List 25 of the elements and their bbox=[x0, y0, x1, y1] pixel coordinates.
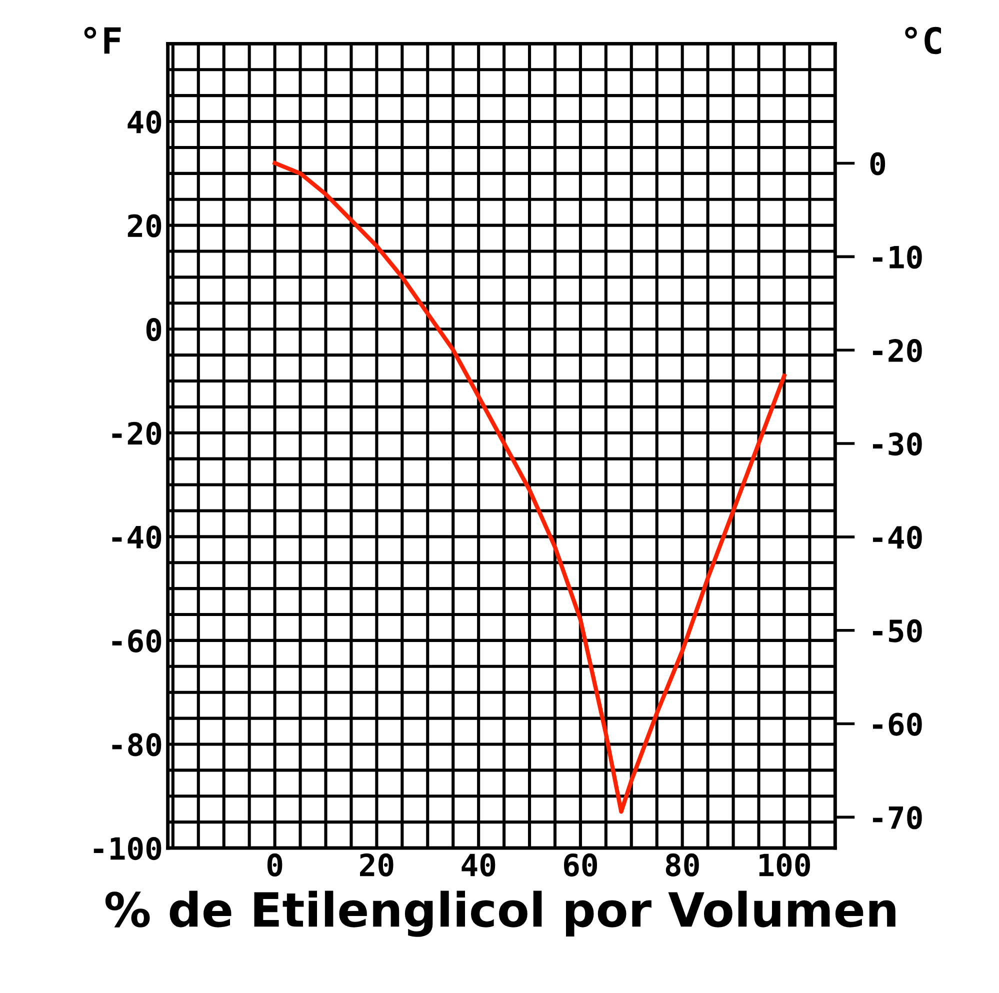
x-tick-label: 20 bbox=[360, 853, 394, 877]
y-tick-label: -40 bbox=[112, 526, 162, 549]
y2-tick-label: -20 bbox=[872, 339, 922, 362]
y2-axis-title: °C bbox=[905, 26, 941, 54]
y-tick-label: -60 bbox=[112, 629, 162, 653]
y-tick-label: -100 bbox=[94, 836, 162, 860]
x-tick-label: 100 bbox=[759, 853, 810, 877]
y2-tick-label: -70 bbox=[872, 806, 922, 830]
y2-tick-label: -40 bbox=[872, 526, 922, 549]
y-tick-label: -20 bbox=[112, 422, 162, 445]
x-axis-title: % de Etilenglicol por Volumen bbox=[105, 890, 896, 937]
y2-tick-label: -10 bbox=[872, 246, 922, 269]
y-tick-label: 0 bbox=[146, 318, 162, 342]
x-tick-label: 80 bbox=[666, 853, 699, 877]
y2-tick-label: -30 bbox=[872, 432, 922, 456]
y2-tick-label: 0 bbox=[870, 152, 886, 176]
x-tick-label: 60 bbox=[564, 853, 598, 877]
y-tick-label: -80 bbox=[112, 733, 162, 756]
y-axis-title: °F bbox=[84, 26, 121, 54]
y-tick-label: 20 bbox=[128, 214, 162, 238]
y2-tick-label: -50 bbox=[872, 619, 922, 642]
x-tick-label: 40 bbox=[462, 853, 496, 877]
x-tick-label: 0 bbox=[267, 853, 282, 877]
y2-tick-label: -60 bbox=[872, 712, 922, 736]
y-tick-label: 40 bbox=[128, 110, 162, 134]
